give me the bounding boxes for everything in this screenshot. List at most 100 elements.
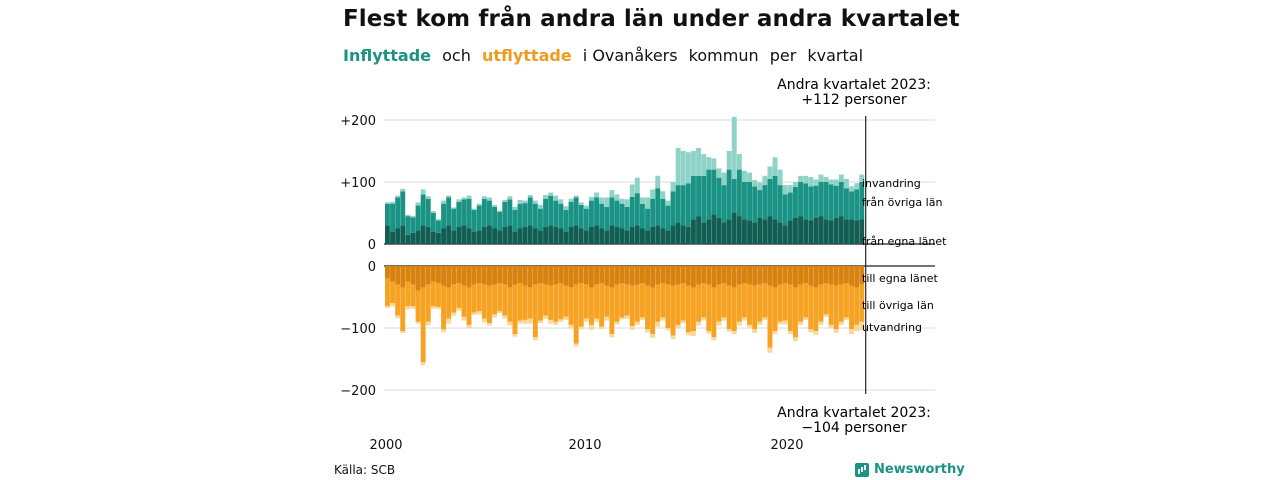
bar-in-other_county-47 <box>624 206 630 231</box>
bar-in-abroad-4 <box>405 214 411 217</box>
bar-out-own_county-33 <box>553 266 559 285</box>
bar-in-abroad-39 <box>583 205 589 209</box>
bar-in-own_county-45 <box>614 226 620 244</box>
bar-in-abroad-20 <box>487 197 492 201</box>
bar-in-other_county-25 <box>512 209 518 232</box>
axes: +200 +100 0 0 −100 −200 2000 2010 2020 <box>340 114 867 453</box>
bar-out-own_county-93 <box>859 266 865 285</box>
bar-out-own_county-48 <box>629 266 635 286</box>
bar-out-other_county-32 <box>548 285 554 320</box>
bar-out-abroad-47 <box>624 315 630 319</box>
bar-in-own_county-54 <box>660 228 666 244</box>
bar-in-abroad-50 <box>640 197 645 204</box>
bar-out-own_county-34 <box>558 266 564 284</box>
bar-in-other_county-7 <box>420 194 426 226</box>
bar-out-abroad-79 <box>787 331 793 335</box>
top-annotation-line1: Andra kvartalet 2023: <box>777 77 931 93</box>
bar-in-other_county-66 <box>721 185 727 223</box>
bar-in-other_county-86 <box>823 182 829 220</box>
bar-out-abroad-23 <box>502 315 508 319</box>
bar-in-abroad-52 <box>650 189 656 199</box>
bar-in-abroad-40 <box>589 196 594 201</box>
bar-out-abroad-43 <box>604 316 610 321</box>
chart-title: Flest kom från andra län under andra kva… <box>343 6 960 32</box>
bar-out-other_county-72 <box>752 285 758 330</box>
bar-in-own_county-62 <box>701 222 707 244</box>
bar-out-other_county-68 <box>731 287 737 332</box>
bar-out-other_county-9 <box>430 281 436 307</box>
bar-in-other_county-18 <box>476 205 482 231</box>
bar-out-own_county-78 <box>782 266 788 284</box>
bar-out-other_county-18 <box>476 283 482 312</box>
bar-in-other_county-73 <box>757 190 763 218</box>
bar-in-abroad-19 <box>481 196 487 199</box>
bar-in-other_county-38 <box>578 204 584 229</box>
bar-out-own_county-88 <box>833 266 839 286</box>
bar-in-other_county-35 <box>563 209 569 232</box>
bar-in-abroad-54 <box>660 191 666 199</box>
bar-out-own_county-23 <box>502 266 508 285</box>
bar-in-own_county-87 <box>828 220 834 244</box>
bar-out-abroad-66 <box>721 317 727 321</box>
label-till-egna-lanet: till egna länet <box>862 272 938 285</box>
bar-in-other_county-87 <box>828 184 834 221</box>
bar-in-other_county-21 <box>492 206 497 229</box>
bar-in-abroad-68 <box>731 116 737 179</box>
newsworthy-logo[interactable]: Newsworthy <box>855 462 965 477</box>
bar-in-abroad-90 <box>844 178 849 189</box>
bar-out-other_county-20 <box>487 285 492 324</box>
bar-out-own_county-28 <box>527 266 533 288</box>
bar-in-own_county-85 <box>818 216 824 244</box>
bar-in-other_county-89 <box>838 182 844 217</box>
bar-in-other_county-76 <box>772 175 778 220</box>
bar-in-other_county-22 <box>497 211 503 231</box>
bar-out-abroad-85 <box>818 321 824 325</box>
bar-in-own_county-0 <box>385 225 390 244</box>
bar-in-abroad-57 <box>675 147 681 186</box>
bar-in-abroad-3 <box>400 188 406 192</box>
bar-in-other_county-46 <box>619 203 625 229</box>
bar-in-abroad-22 <box>497 210 503 212</box>
bar-out-other_county-78 <box>782 283 788 321</box>
bar-in-other_county-4 <box>405 216 411 235</box>
bar-out-own_county-39 <box>583 266 589 285</box>
bar-in-own_county-40 <box>589 226 594 244</box>
bar-out-other_county-83 <box>808 285 814 330</box>
bar-in-other_county-60 <box>691 175 696 220</box>
bar-out-abroad-42 <box>599 326 605 330</box>
bar-out-other_county-5 <box>410 284 416 307</box>
bar-in-abroad-76 <box>772 157 778 176</box>
bar-in-own_county-57 <box>675 222 681 244</box>
bar-in-abroad-41 <box>594 192 599 198</box>
bar-out-abroad-55 <box>665 328 671 331</box>
bar-out-abroad-57 <box>675 324 681 328</box>
bar-in-abroad-47 <box>624 199 630 207</box>
bar-in-abroad-42 <box>599 197 605 204</box>
bar-out-own_county-53 <box>655 266 661 285</box>
bar-in-own_county-74 <box>762 219 768 244</box>
bar-out-other_county-91 <box>849 285 854 330</box>
bar-out-other_county-82 <box>803 283 809 318</box>
bar-out-other_county-27 <box>522 285 528 320</box>
bar-in-other_county-78 <box>782 194 788 226</box>
bar-out-other_county-35 <box>563 285 569 317</box>
bar-in-other_county-80 <box>793 186 798 218</box>
bar-in-other_county-1 <box>390 203 395 232</box>
bar-in-abroad-25 <box>512 206 518 210</box>
bar-out-other_county-67 <box>726 285 732 330</box>
bar-in-abroad-7 <box>420 189 426 195</box>
bar-out-own_county-27 <box>522 266 528 286</box>
bar-out-other_county-4 <box>405 281 411 307</box>
bar-in-own_county-61 <box>696 216 701 244</box>
bar-in-own_county-17 <box>471 231 477 244</box>
bar-out-own_county-16 <box>466 266 472 288</box>
bar-out-own_county-1 <box>390 266 395 282</box>
bar-in-own_county-92 <box>854 220 860 244</box>
bar-in-own_county-53 <box>655 225 661 244</box>
bar-in-abroad-16 <box>466 195 472 199</box>
bar-in-own_county-60 <box>691 219 696 244</box>
label-till-ovriga-lan: till övriga län <box>862 299 934 312</box>
bar-out-abroad-50 <box>640 317 645 320</box>
bar-out-own_county-74 <box>762 266 768 284</box>
bar-out-other_county-73 <box>757 284 763 322</box>
